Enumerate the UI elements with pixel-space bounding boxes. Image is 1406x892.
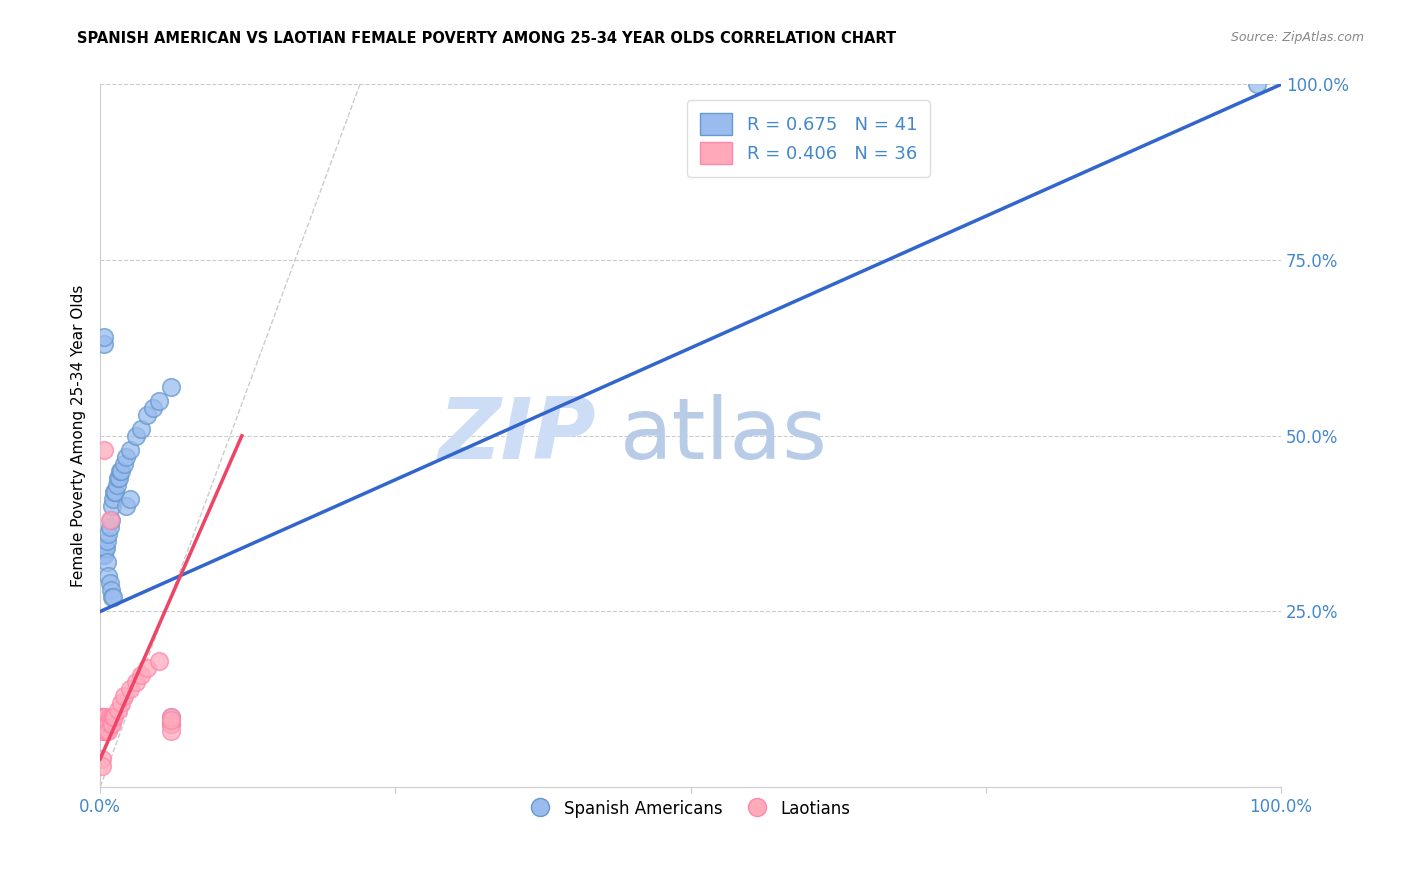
Point [142, 401, 165, 415]
Point [98, 710, 121, 724]
Point [96, 717, 118, 731]
Point [94, 541, 117, 556]
Point [136, 408, 159, 422]
Point [104, 485, 127, 500]
Point [96, 534, 118, 549]
Point [91, 548, 114, 562]
Point [103, 710, 125, 724]
Point [93, 548, 115, 562]
Text: Source: ZipAtlas.com: Source: ZipAtlas.com [1230, 31, 1364, 45]
Point [97, 717, 120, 731]
Point [100, 583, 122, 598]
Point [160, 723, 183, 738]
Point [91, 759, 114, 773]
Point [93, 442, 115, 457]
Point [124, 429, 146, 443]
Point [97, 527, 120, 541]
Point [91, 710, 114, 724]
Point [96, 723, 118, 738]
Point [105, 478, 128, 492]
Legend: Spanish Americans, Laotians: Spanish Americans, Laotians [523, 793, 858, 824]
Point [110, 696, 132, 710]
Point [148, 393, 170, 408]
Point [97, 723, 120, 738]
Point [94, 723, 117, 738]
Point [107, 703, 129, 717]
Point [160, 710, 183, 724]
Point [91, 752, 114, 766]
Point [96, 555, 118, 569]
Point [91, 717, 114, 731]
Point [118, 681, 141, 696]
Point [91, 723, 114, 738]
Point [101, 710, 124, 724]
Point [1246, 78, 1268, 92]
Point [160, 717, 183, 731]
Point [160, 710, 183, 724]
Point [100, 717, 122, 731]
Point [160, 714, 183, 728]
Point [148, 654, 170, 668]
Point [112, 457, 135, 471]
Text: ZIP: ZIP [439, 394, 596, 477]
Point [93, 337, 115, 351]
Point [91, 710, 114, 724]
Point [94, 723, 117, 738]
Point [118, 442, 141, 457]
Point [98, 513, 121, 527]
Point [100, 513, 122, 527]
Point [97, 569, 120, 583]
Point [108, 464, 131, 478]
Point [160, 717, 183, 731]
Point [108, 471, 131, 485]
Point [93, 710, 115, 724]
Point [160, 379, 183, 393]
Point [136, 661, 159, 675]
Point [131, 422, 153, 436]
Point [101, 710, 124, 724]
Point [93, 717, 115, 731]
Point [124, 674, 146, 689]
Point [115, 450, 138, 464]
Point [115, 499, 138, 513]
Point [103, 485, 125, 500]
Point [93, 717, 115, 731]
Point [98, 576, 121, 591]
Text: atlas: atlas [620, 394, 828, 477]
Point [93, 723, 115, 738]
Point [101, 591, 124, 605]
Point [131, 667, 153, 681]
Y-axis label: Female Poverty Among 25-34 Year Olds: Female Poverty Among 25-34 Year Olds [72, 285, 86, 587]
Text: SPANISH AMERICAN VS LAOTIAN FEMALE POVERTY AMONG 25-34 YEAR OLDS CORRELATION CHA: SPANISH AMERICAN VS LAOTIAN FEMALE POVER… [77, 31, 897, 46]
Point [93, 330, 115, 344]
Point [94, 710, 117, 724]
Point [94, 541, 117, 556]
Point [107, 471, 129, 485]
Point [101, 491, 124, 506]
Point [98, 520, 121, 534]
Point [94, 717, 117, 731]
Point [110, 464, 132, 478]
Point [101, 499, 124, 513]
Point [101, 591, 124, 605]
Point [118, 491, 141, 506]
Point [101, 717, 124, 731]
Point [112, 689, 135, 703]
